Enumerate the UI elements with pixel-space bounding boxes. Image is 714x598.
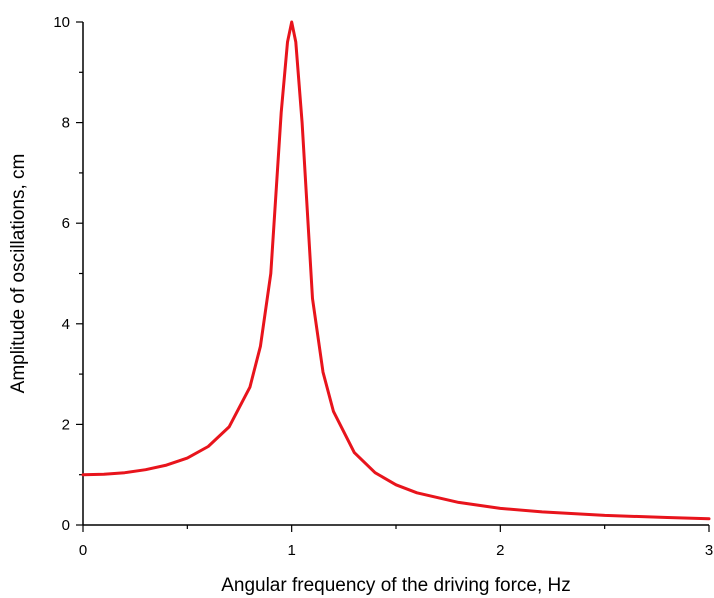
y-tick-label: 10	[53, 14, 70, 31]
x-tick-label: 0	[79, 542, 87, 559]
y-tick-label: 0	[62, 517, 70, 534]
series-line	[81, 20, 711, 521]
y-tick-label: 8	[62, 115, 70, 132]
axis-ticks	[76, 21, 710, 532]
y-axis-title: Amplitude of oscillations, cm	[8, 154, 29, 394]
series-layer	[81, 20, 711, 521]
y-tick-label: 4	[62, 316, 70, 333]
x-tick-label: 3	[705, 542, 713, 559]
x-axis-title: Angular frequency of the driving force, …	[221, 575, 571, 596]
tick-labels: 0 1 2 3 0 2 4 6 8 10	[53, 14, 713, 559]
x-tick-label: 2	[496, 542, 504, 559]
x-tick-label: 1	[287, 542, 295, 559]
axes	[82, 22, 709, 526]
y-tick-label: 2	[62, 416, 70, 433]
y-tick-label: 6	[62, 215, 70, 232]
